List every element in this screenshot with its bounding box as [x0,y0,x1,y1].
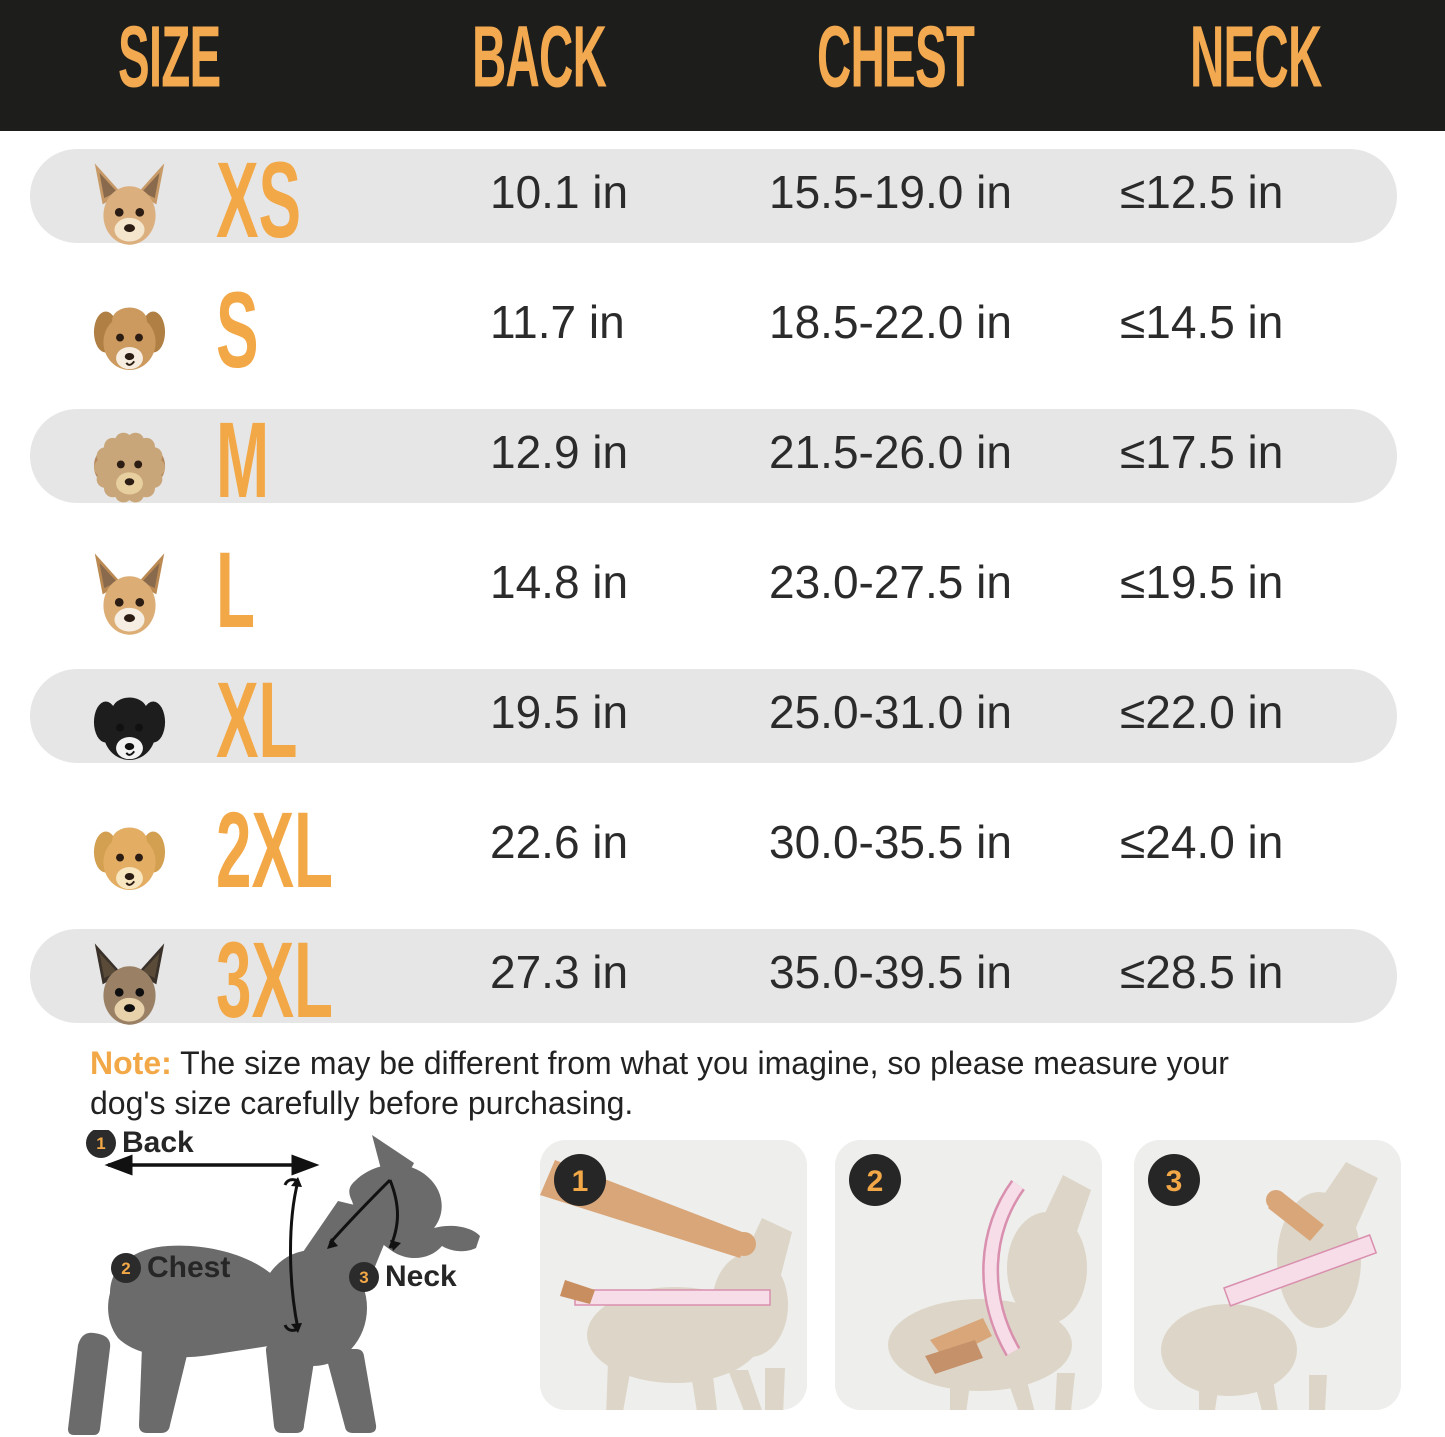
svg-text:Neck: Neck [385,1260,457,1293]
svg-text:Back: Back [122,1130,194,1159]
svg-text:1: 1 [96,1134,105,1153]
svg-text:3: 3 [359,1268,368,1287]
svg-text:2: 2 [121,1259,130,1278]
svg-text:Chest: Chest [147,1251,230,1284]
svg-text:3: 3 [1166,1165,1183,1198]
svg-text:2: 2 [867,1165,884,1198]
svg-text:1: 1 [572,1165,589,1198]
